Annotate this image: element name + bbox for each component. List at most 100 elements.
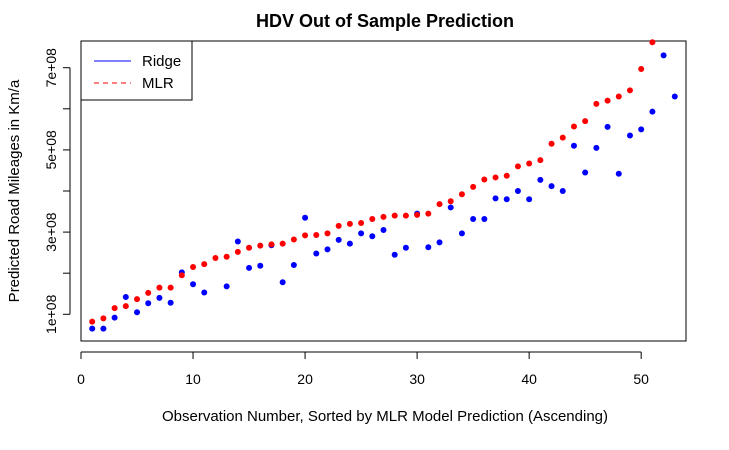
- ridge-point: [548, 183, 555, 190]
- mlr-point: [380, 213, 387, 220]
- mlr-point: [481, 176, 488, 183]
- ridge-point: [402, 244, 409, 251]
- ridge-point: [570, 142, 577, 149]
- y-tick-label: 3e+08: [43, 212, 59, 252]
- x-tick-label: 30: [409, 371, 425, 387]
- y-tick-label: 1e+08: [43, 294, 59, 334]
- ridge-point: [492, 195, 499, 202]
- ridge-point: [223, 283, 230, 290]
- ridge-point: [470, 215, 477, 222]
- plot-frame: [80, 40, 687, 342]
- ridge-point: [358, 230, 365, 237]
- mlr-point: [167, 284, 174, 291]
- mlr-point: [178, 272, 185, 279]
- mlr-point: [470, 183, 477, 190]
- ridge-point: [436, 239, 443, 246]
- mlr-point: [436, 201, 443, 208]
- mlr-point: [414, 211, 421, 218]
- ridge-point: [537, 176, 544, 183]
- mlr-point: [402, 212, 409, 219]
- ridge-point: [302, 214, 309, 221]
- ridge-point: [514, 188, 521, 194]
- y-tick-label: 5e+08: [43, 130, 59, 170]
- data-points: [89, 39, 678, 332]
- mlr-point: [369, 215, 376, 222]
- mlr-point: [122, 303, 129, 310]
- legend-box: [80, 40, 193, 101]
- mlr-point: [346, 220, 353, 227]
- legend-mlr-label: MLR: [142, 75, 174, 92]
- mlr-point: [548, 140, 555, 147]
- x-axis: 0 10 20 30 40 50: [77, 351, 649, 387]
- mlr-point: [335, 222, 342, 229]
- ridge-point: [481, 215, 488, 222]
- mlr-point: [503, 172, 510, 179]
- x-tick-label: 50: [633, 371, 649, 387]
- y-tick-label: 7e+08: [43, 48, 59, 88]
- ridge-point: [122, 294, 129, 301]
- ridge-point: [626, 132, 633, 139]
- ridge-point: [649, 108, 656, 115]
- mlr-point: [246, 244, 253, 251]
- mlr-point: [570, 123, 577, 130]
- x-tick-label: 10: [185, 371, 201, 387]
- ridge-point: [100, 325, 107, 332]
- mlr-point: [458, 191, 465, 198]
- ridge-point: [111, 314, 118, 321]
- x-tick-label: 0: [77, 371, 85, 387]
- ridge-point: [89, 325, 96, 332]
- mlr-point: [425, 210, 432, 217]
- mlr-point: [526, 160, 533, 167]
- ridge-point: [458, 230, 465, 237]
- x-tick-label: 40: [521, 371, 537, 387]
- ridge-point: [582, 169, 589, 176]
- ridge-point: [201, 289, 208, 296]
- mlr-point: [313, 231, 320, 238]
- mlr-point: [559, 134, 566, 141]
- mlr-point: [514, 163, 521, 170]
- ridge-point: [447, 204, 454, 211]
- mlr-point: [257, 242, 264, 249]
- ridge-point: [324, 246, 331, 253]
- ridge-point: [134, 309, 141, 316]
- ridge-point: [638, 126, 645, 133]
- ridge-point: [156, 294, 163, 301]
- mlr-point: [358, 220, 365, 227]
- ridge-point: [246, 264, 253, 271]
- ridge-point: [615, 170, 622, 177]
- mlr-point: [100, 315, 107, 322]
- mlr-point: [234, 248, 241, 255]
- mlr-point: [537, 157, 544, 164]
- chart-title: HDV Out of Sample Prediction: [256, 11, 514, 31]
- ridge-point: [257, 262, 264, 269]
- ridge-point: [346, 240, 353, 247]
- mlr-point: [156, 284, 163, 291]
- mlr-point: [649, 39, 656, 46]
- ridge-point: [145, 300, 152, 307]
- ridge-point: [369, 233, 376, 240]
- mlr-point: [89, 318, 96, 325]
- mlr-point: [582, 118, 589, 125]
- mlr-point: [391, 212, 398, 219]
- ridge-point: [335, 236, 342, 243]
- mlr-point: [201, 261, 208, 268]
- ridge-point: [660, 52, 667, 59]
- mlr-point: [626, 87, 633, 94]
- x-tick-label: 20: [297, 371, 313, 387]
- ridge-point: [313, 250, 320, 257]
- ridge-point: [671, 93, 678, 100]
- ridge-point: [391, 251, 398, 258]
- mlr-point: [447, 198, 454, 205]
- mlr-point: [223, 253, 230, 260]
- y-axis-label: Predicted Road Mileages in Km/a: [6, 79, 23, 302]
- ridge-point: [425, 244, 432, 251]
- ridge-point: [526, 196, 533, 203]
- mlr-point: [593, 100, 600, 107]
- legend-ridge-label: Ridge: [142, 53, 181, 70]
- y-axis: 1e+08 3e+08 5e+08 7e+08: [43, 48, 71, 334]
- ridge-point: [167, 299, 174, 306]
- ridge-point: [593, 144, 600, 151]
- mlr-point: [492, 174, 499, 181]
- mlr-point: [134, 296, 141, 303]
